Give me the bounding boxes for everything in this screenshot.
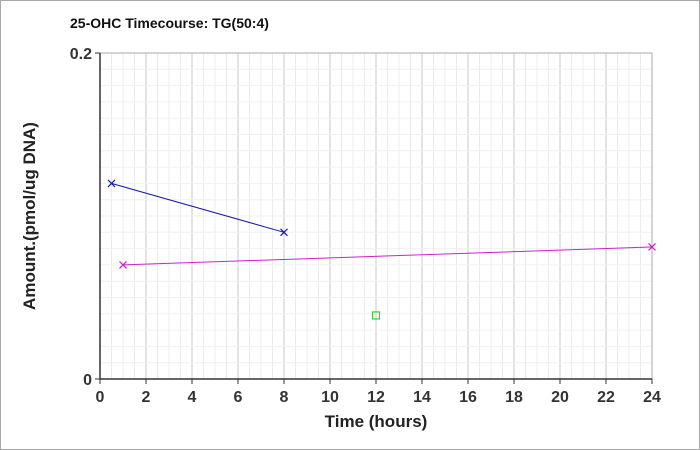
x-tick-label: 4 [188,389,197,406]
x-tick-label: 22 [597,389,615,406]
series-1 [107,179,288,237]
x-tick-label: 2 [142,389,151,406]
x-tick-label: 14 [413,389,431,406]
x-tick-label: 6 [234,389,243,406]
x-tick-label: 0 [96,389,105,406]
y-tick-label: 0.2 [70,46,92,63]
x-tick-labels: 0 2 4 6 8 10 12 14 16 18 20 22 24 [96,379,661,406]
grid [100,53,652,379]
data-point-x-marker [119,260,127,269]
series-2 [119,243,656,269]
data-point-square-marker [371,311,381,320]
y-axis-label: Amount.(pmol/ug DNA) [20,122,39,310]
x-axis-label: Time (hours) [325,412,428,431]
x-tick-label: 10 [321,389,339,406]
data-point-x-marker [648,243,656,251]
x-tick-label: 8 [280,389,289,406]
series-line [111,182,285,233]
data-point-x-marker [280,228,288,237]
series-line [122,246,653,266]
x-tick-label: 20 [551,389,569,406]
x-tick-label: 12 [367,389,385,406]
data-point-x-marker [107,179,116,188]
x-tick-label: 24 [643,389,661,406]
y-tick-labels: 00.2 [70,46,100,389]
y-tick-label: 0 [83,372,92,389]
series-3 [371,311,381,320]
x-tick-label: 18 [505,389,523,406]
series-group [107,179,656,320]
chart-title: 25-OHC Timecourse: TG(50:4) [70,15,269,31]
x-tick-label: 16 [459,389,477,406]
